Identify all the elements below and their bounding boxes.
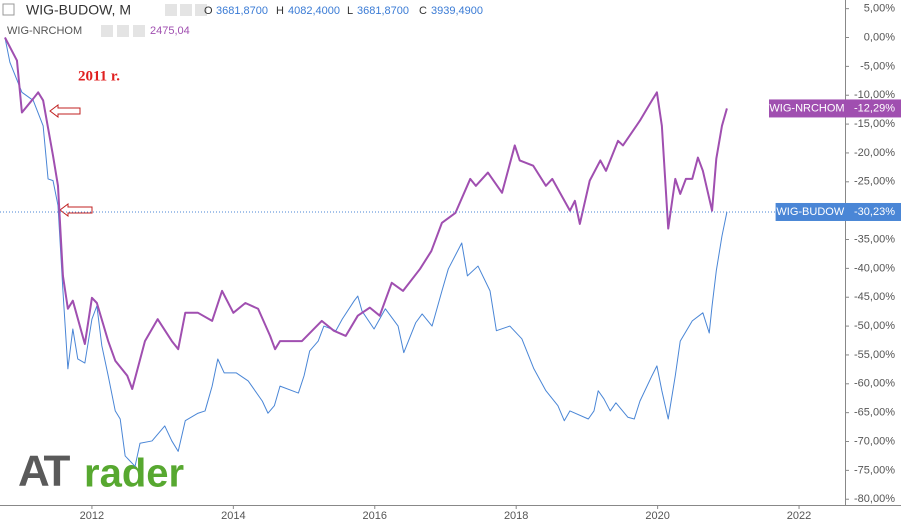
settings-icon[interactable] bbox=[180, 4, 192, 16]
value-tag bbox=[845, 202, 901, 221]
collapse-icon[interactable] bbox=[2, 3, 15, 16]
y-tick-label: -10,00% bbox=[854, 89, 895, 101]
series-name: WIG-BUDOW bbox=[776, 206, 844, 218]
eye-icon[interactable] bbox=[165, 4, 177, 16]
o-label: O bbox=[204, 5, 213, 17]
y-tick-label: -40,00% bbox=[854, 262, 895, 274]
x-tick-label: 2018 bbox=[504, 510, 528, 522]
x-tick-label: 2016 bbox=[363, 510, 387, 522]
x-tick-label: 2014 bbox=[221, 510, 245, 522]
close: 3939,4900 bbox=[431, 5, 483, 17]
y-tick-label: -60,00% bbox=[854, 378, 895, 390]
plot bbox=[4, 37, 728, 467]
arrow bbox=[49, 104, 81, 118]
series-name: WIG-NRCHOM bbox=[769, 102, 844, 114]
y-tick-label: -15,00% bbox=[854, 118, 895, 130]
y-tick-label: -20,00% bbox=[854, 147, 895, 159]
high: 4082,4000 bbox=[288, 5, 340, 17]
close-icon-2[interactable] bbox=[133, 25, 145, 37]
symbol-2: WIG-NRCHOM bbox=[7, 25, 82, 37]
h-label: H bbox=[276, 5, 284, 17]
open: 3681,8700 bbox=[216, 5, 268, 17]
y-tick-label: -35,00% bbox=[854, 233, 895, 245]
eye-icon-2[interactable] bbox=[101, 25, 113, 37]
y-tick-label: -45,00% bbox=[854, 291, 895, 303]
series-name-tag bbox=[769, 99, 845, 118]
series-line bbox=[4, 37, 728, 390]
x-tick-label: 2022 bbox=[787, 510, 811, 522]
value-2: 2475,04 bbox=[150, 25, 190, 37]
y-tick-label: -25,00% bbox=[854, 176, 895, 188]
y-tick-label: -65,00% bbox=[854, 407, 895, 419]
settings-icon-2[interactable] bbox=[117, 25, 129, 37]
arrow bbox=[59, 203, 93, 217]
logo-at: AT bbox=[18, 447, 71, 496]
value-label: -12,29% bbox=[854, 102, 895, 114]
annotation: 2011 r. bbox=[78, 68, 120, 84]
y-tick-label: -70,00% bbox=[854, 435, 895, 447]
c-label: C bbox=[419, 5, 427, 17]
l-label: L bbox=[347, 5, 353, 17]
low: 3681,8700 bbox=[357, 5, 409, 17]
series-name-tag bbox=[775, 202, 845, 221]
y-tick-label: -75,00% bbox=[854, 464, 895, 476]
y-tick-label: -80,00% bbox=[854, 493, 895, 505]
y-tick-label: -55,00% bbox=[854, 349, 895, 361]
logo-rader: rader bbox=[84, 452, 184, 496]
symbol: WIG-BUDOW, M bbox=[26, 2, 131, 18]
value-label: -30,23% bbox=[854, 206, 895, 218]
close-icon[interactable] bbox=[195, 4, 207, 16]
y-tick-label: -50,00% bbox=[854, 320, 895, 332]
y-tick-label: 0,00% bbox=[864, 31, 895, 43]
y-tick-label: 5,00% bbox=[864, 3, 895, 15]
x-tick-label: 2012 bbox=[80, 510, 104, 522]
x-tick-label: 2020 bbox=[645, 510, 669, 522]
series-line bbox=[4, 37, 728, 467]
y-tick-label: -5,00% bbox=[860, 60, 895, 72]
value-tag bbox=[845, 99, 901, 118]
